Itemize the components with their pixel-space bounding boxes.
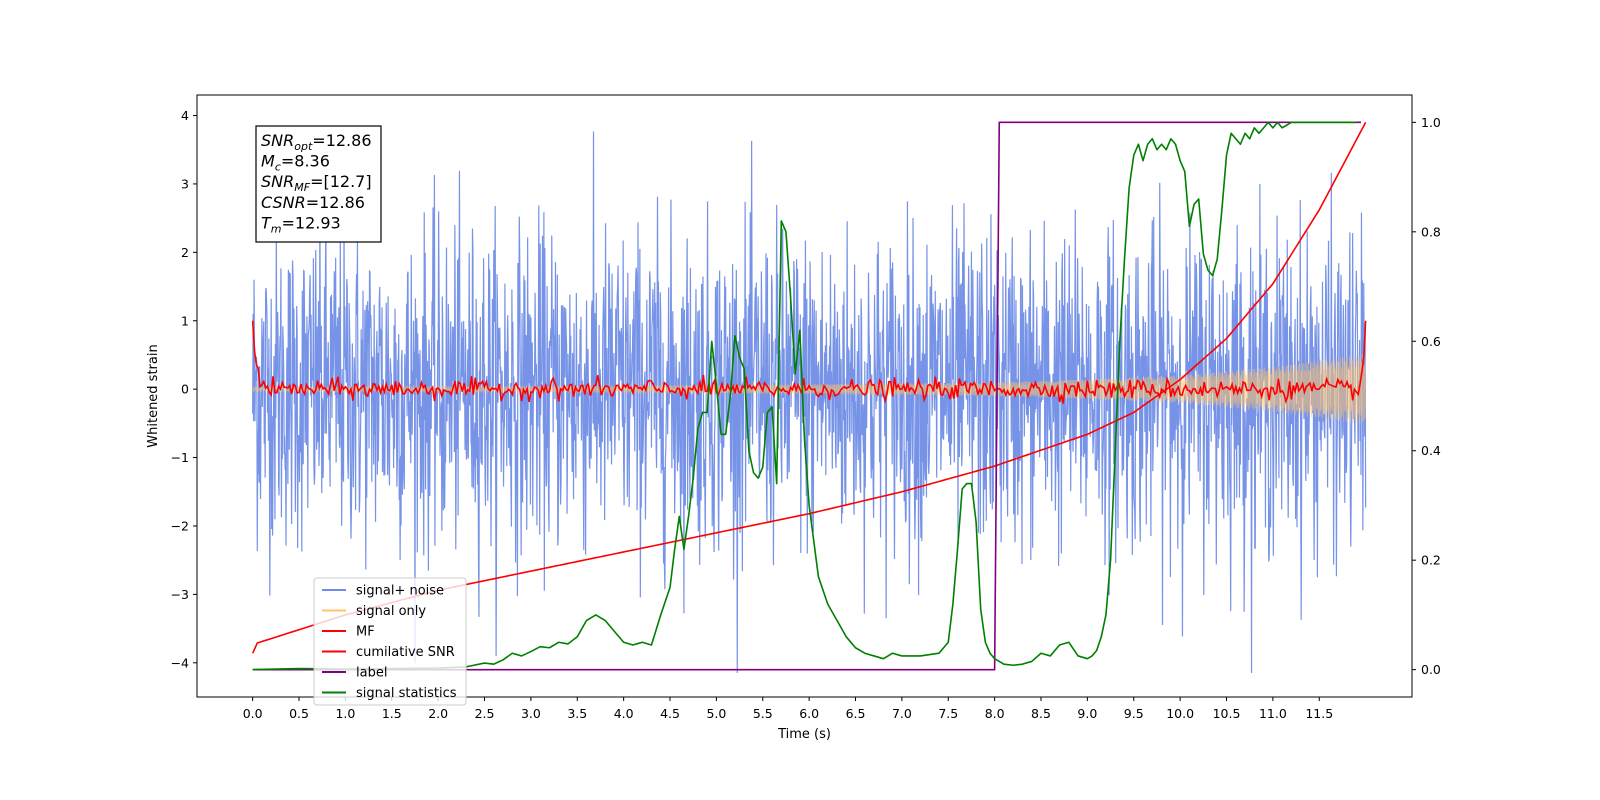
x-tick-label: 3.5 xyxy=(567,706,587,721)
info-box-line: SNRMF=[12.7] xyxy=(261,172,372,194)
info-box-frame xyxy=(255,125,382,243)
info-box-line: Mc=8.36 xyxy=(261,152,330,174)
legend-label-signal-noise: signal+ noise xyxy=(356,584,444,599)
x-tick-label: 5.0 xyxy=(706,706,726,721)
y2-tick-label: 0.6 xyxy=(1421,334,1441,349)
y-tick-label: −2 xyxy=(171,518,189,533)
series-signal-statistics-line xyxy=(252,121,1357,671)
y2-tick-label: 0.2 xyxy=(1421,553,1441,568)
info-box-line: Tm=12.93 xyxy=(261,213,341,235)
x-tick-label: 5.5 xyxy=(753,706,773,721)
x-tick-label: 9.0 xyxy=(1077,706,1097,721)
x-tick-label: 11.5 xyxy=(1305,706,1333,721)
x-tick-label: 0.0 xyxy=(243,706,263,721)
x-tick-label: 3.0 xyxy=(521,706,541,721)
axes-frame xyxy=(196,94,1413,698)
series-label-line xyxy=(252,121,1361,671)
y-tick-label: −3 xyxy=(171,587,189,602)
x-tick-label: 10.5 xyxy=(1213,706,1241,721)
y2-tick-label: 0.4 xyxy=(1421,443,1441,458)
y-tick-label: −4 xyxy=(171,655,189,670)
legend-label-mf: MF xyxy=(356,625,375,640)
series-signal-noise-line xyxy=(252,131,1367,674)
x-tick-label: 8.0 xyxy=(985,706,1005,721)
x-tick-label: 10.0 xyxy=(1166,706,1194,721)
x-tick-label: 6.5 xyxy=(846,706,866,721)
x-tick-label: 4.5 xyxy=(660,706,680,721)
legend-label-signal-only: signal only xyxy=(356,604,426,619)
ticks-layer: 0.0 0.5 1.0 1.5 2.0 2.5 3.0 3.5 4.0 4.5 5.0 5.5 6.0 6… xyxy=(171,108,1441,721)
x-tick-label: 11.0 xyxy=(1259,706,1287,721)
x-tick-label: 2.5 xyxy=(475,706,495,721)
info-box: SNRopt=12.86Mc=8.36SNRMF=[12.7]CSNR=12.8… xyxy=(255,125,382,243)
info-box-line: SNRopt=12.86 xyxy=(261,131,372,153)
x-tick-label: 4.0 xyxy=(614,706,634,721)
x-tick-label: 7.5 xyxy=(938,706,958,721)
x-tick-label: 1.5 xyxy=(382,706,402,721)
x-tick-label: 9.5 xyxy=(1124,706,1144,721)
x-tick-label: 1.0 xyxy=(335,706,355,721)
y-tick-label: 4 xyxy=(181,108,189,123)
legend-frame xyxy=(313,577,467,706)
legend-label-signal-statistics: signal statistics xyxy=(356,686,457,701)
y2-tick-label: 1.0 xyxy=(1421,115,1441,130)
info-box-line: CSNR=12.86 xyxy=(261,193,365,212)
x-tick-label: 2.0 xyxy=(428,706,448,721)
y-tick-label: 2 xyxy=(181,245,189,260)
x-tick-label: 7.0 xyxy=(892,706,912,721)
x-tick-label: 0.5 xyxy=(289,706,309,721)
legend: signal+ noise signal only MF cumilative SNR… xyxy=(313,577,467,706)
y-axis-label: Whitened strain xyxy=(146,344,161,447)
legend-label-label: label xyxy=(356,666,387,681)
y2-tick-label: 0.8 xyxy=(1421,224,1441,239)
y-tick-label: 3 xyxy=(181,176,189,191)
y-tick-label: 1 xyxy=(181,313,189,328)
x-tick-label: 6.0 xyxy=(799,706,819,721)
series-mf-line xyxy=(251,320,1367,405)
y-tick-label: 0 xyxy=(181,382,189,397)
x-axis-label: Time (s) xyxy=(777,727,831,742)
x-tick-label: 8.5 xyxy=(1031,706,1051,721)
legend-label-cumilative-snr: cumilative SNR xyxy=(356,645,455,660)
y2-tick-label: 0.0 xyxy=(1421,662,1441,677)
y-tick-label: −1 xyxy=(171,450,189,465)
